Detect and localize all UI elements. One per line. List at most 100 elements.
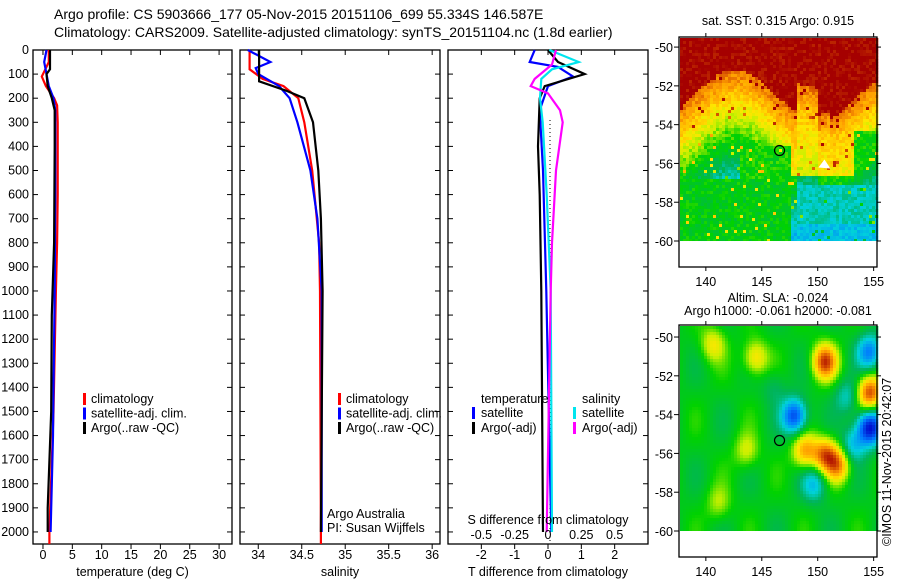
heatmap-cell bbox=[740, 149, 744, 153]
heatmap-cell bbox=[818, 173, 822, 177]
heatmap-cell bbox=[773, 326, 777, 330]
heatmap-cell bbox=[755, 92, 759, 96]
heatmap-cell bbox=[866, 98, 870, 102]
heatmap-cell bbox=[869, 212, 873, 216]
heatmap-cell bbox=[830, 104, 834, 108]
heatmap-cell bbox=[731, 335, 735, 339]
heatmap-cell bbox=[716, 182, 720, 186]
heatmap-cell bbox=[746, 164, 750, 168]
heatmap-cell bbox=[698, 140, 702, 144]
heatmap-cell bbox=[836, 47, 840, 51]
heatmap-cell bbox=[836, 152, 840, 156]
heatmap-cell bbox=[692, 89, 696, 93]
y-tick-label: 900 bbox=[8, 260, 29, 274]
heatmap-cell bbox=[845, 206, 849, 210]
heatmap-cell bbox=[830, 113, 834, 117]
heatmap-cell bbox=[767, 329, 771, 333]
heatmap-cell bbox=[830, 71, 834, 75]
heatmap-cell bbox=[725, 68, 729, 72]
heatmap-cell bbox=[737, 218, 741, 222]
heatmap-cell bbox=[845, 38, 849, 42]
heatmap-cell bbox=[767, 50, 771, 54]
heatmap-cell bbox=[836, 182, 840, 186]
heatmap-cell bbox=[734, 218, 738, 222]
heatmap-cell bbox=[683, 329, 687, 333]
heatmap-cell bbox=[803, 86, 807, 90]
heatmap-cell bbox=[764, 206, 768, 210]
heatmap-cell bbox=[824, 134, 828, 138]
heatmap-cell bbox=[839, 212, 843, 216]
heatmap-cell bbox=[803, 119, 807, 123]
heatmap-cell bbox=[737, 239, 741, 242]
heatmap-cell bbox=[797, 173, 801, 177]
heatmap-cell bbox=[866, 194, 870, 198]
heatmap-cell bbox=[836, 44, 840, 48]
heatmap-cell bbox=[848, 89, 852, 93]
heatmap-cell bbox=[851, 158, 855, 162]
heatmap-cell bbox=[758, 206, 762, 210]
heatmap-cell bbox=[725, 77, 729, 81]
heatmap-cell bbox=[722, 113, 726, 117]
heatmap-cell bbox=[863, 155, 867, 159]
heatmap-cell bbox=[845, 218, 849, 222]
heatmap-cell bbox=[680, 38, 684, 42]
heatmap-cell bbox=[848, 179, 852, 183]
heatmap-cell bbox=[863, 119, 867, 123]
heatmap-cell bbox=[848, 86, 852, 90]
heatmap-cell bbox=[827, 44, 831, 48]
heatmap-cell bbox=[764, 239, 768, 242]
heatmap-cell bbox=[866, 101, 870, 105]
heatmap-cell bbox=[761, 146, 765, 150]
heatmap-cell bbox=[695, 203, 699, 207]
heatmap-cell bbox=[806, 329, 810, 333]
heatmap-cell bbox=[716, 332, 720, 336]
heatmap-cell bbox=[749, 116, 753, 120]
heatmap-cell bbox=[767, 209, 771, 213]
heatmap-cell bbox=[845, 110, 849, 114]
heatmap-cell bbox=[758, 332, 762, 336]
heatmap-cell bbox=[863, 221, 867, 225]
heatmap-cell bbox=[830, 110, 834, 114]
heatmap-cell bbox=[686, 53, 690, 57]
heatmap-cell bbox=[695, 104, 699, 108]
heatmap-cell bbox=[734, 65, 738, 69]
heatmap-cell bbox=[758, 125, 762, 129]
heatmap-cell bbox=[872, 218, 876, 222]
heatmap-cell bbox=[761, 167, 765, 171]
heatmap-cell bbox=[689, 152, 693, 156]
heatmap-cell bbox=[752, 194, 756, 198]
heatmap-cell bbox=[761, 107, 765, 111]
heatmap-cell bbox=[704, 221, 708, 225]
heatmap-cell bbox=[836, 53, 840, 57]
heatmap-cell bbox=[749, 68, 753, 72]
heatmap-cell bbox=[809, 95, 813, 99]
heatmap-cell bbox=[716, 74, 720, 78]
heatmap-cell bbox=[692, 230, 696, 234]
heatmap-cell bbox=[797, 62, 801, 66]
heatmap-cell bbox=[818, 89, 822, 93]
heatmap-cell bbox=[743, 167, 747, 171]
heatmap-cell bbox=[818, 68, 822, 72]
heatmap-cell bbox=[839, 206, 843, 210]
heatmap-cell bbox=[710, 77, 714, 81]
heatmap-cell bbox=[698, 155, 702, 159]
heatmap-cell bbox=[734, 143, 738, 147]
heatmap-cell bbox=[731, 173, 735, 177]
heatmap-cell bbox=[761, 83, 765, 87]
heatmap-cell bbox=[824, 80, 828, 84]
heatmap-cell bbox=[845, 236, 849, 240]
heatmap-cell bbox=[785, 206, 789, 210]
heatmap-cell bbox=[836, 329, 840, 333]
heatmap-cell bbox=[740, 59, 744, 63]
heatmap-cell bbox=[698, 143, 702, 147]
heatmap-cell bbox=[839, 221, 843, 225]
heatmap-cell bbox=[722, 326, 726, 330]
heatmap-cell bbox=[764, 119, 768, 123]
heatmap-cell bbox=[809, 203, 813, 207]
heatmap-cell bbox=[812, 134, 816, 138]
heatmap-cell bbox=[779, 71, 783, 75]
heatmap-cell bbox=[755, 74, 759, 78]
heatmap-cell bbox=[824, 107, 828, 111]
heatmap-cell bbox=[683, 104, 687, 108]
heatmap-cell bbox=[785, 236, 789, 240]
